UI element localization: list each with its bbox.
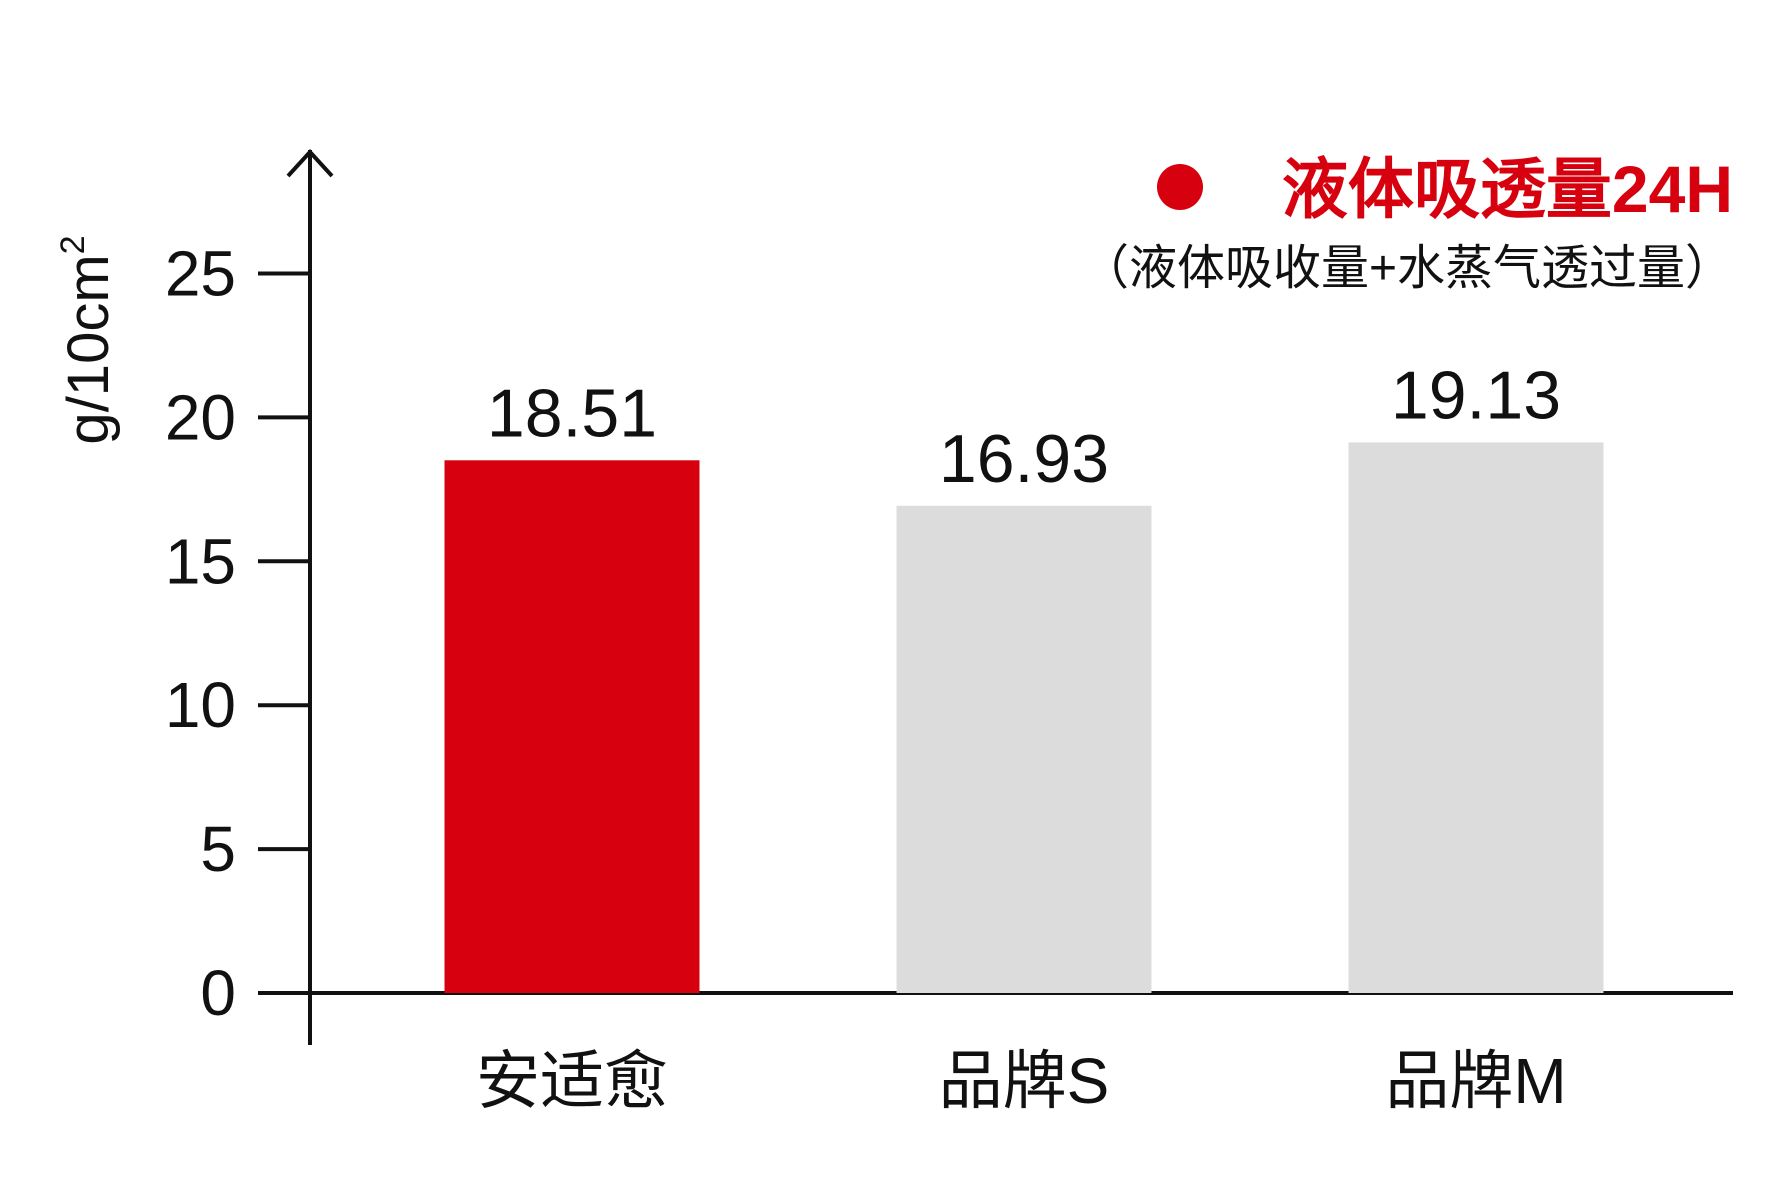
y-tick-label-25: 25: [165, 238, 236, 310]
y-axis-title: g/10cm2: [54, 235, 121, 444]
legend: 液体吸透量24H （液体吸收量+水蒸气透过量）: [1081, 152, 1733, 295]
category-label-3: 品牌M: [1385, 1045, 1566, 1117]
y-axis-arrow-icon: [286, 149, 334, 178]
bars: [444, 442, 1604, 993]
axes: 0 5 10 15 20 25: [165, 149, 1733, 1045]
y-tick-label-15: 15: [165, 525, 236, 597]
y-tick-label-5: 5: [200, 813, 236, 885]
value-label-1: 18.51: [487, 375, 657, 451]
svg-text:g/10cm2: g/10cm2: [54, 235, 121, 444]
legend-marker-icon: [1157, 164, 1203, 210]
y-tick-label-10: 10: [165, 669, 236, 741]
category-label-1: 安适愈: [476, 1045, 668, 1117]
y-tick-label-0: 0: [200, 957, 236, 1029]
category-label-2: 品牌S: [939, 1045, 1110, 1117]
legend-note: （液体吸收量+水蒸气透过量）: [1081, 242, 1733, 295]
bar-3: [1348, 442, 1604, 993]
labels: 18.51 安适愈 16.93 品牌S 19.13 品牌M: [476, 357, 1567, 1117]
value-label-3: 19.13: [1391, 357, 1561, 433]
legend-series-name: 液体吸透量24H: [1282, 152, 1733, 226]
y-axis-label-superscript: 2: [54, 235, 92, 254]
bar-2: [896, 505, 1152, 993]
bar-1: [444, 460, 700, 993]
value-label-2: 16.93: [939, 421, 1109, 497]
y-axis-label: g/10cm: [56, 254, 121, 444]
y-tick-label-20: 20: [165, 381, 236, 453]
